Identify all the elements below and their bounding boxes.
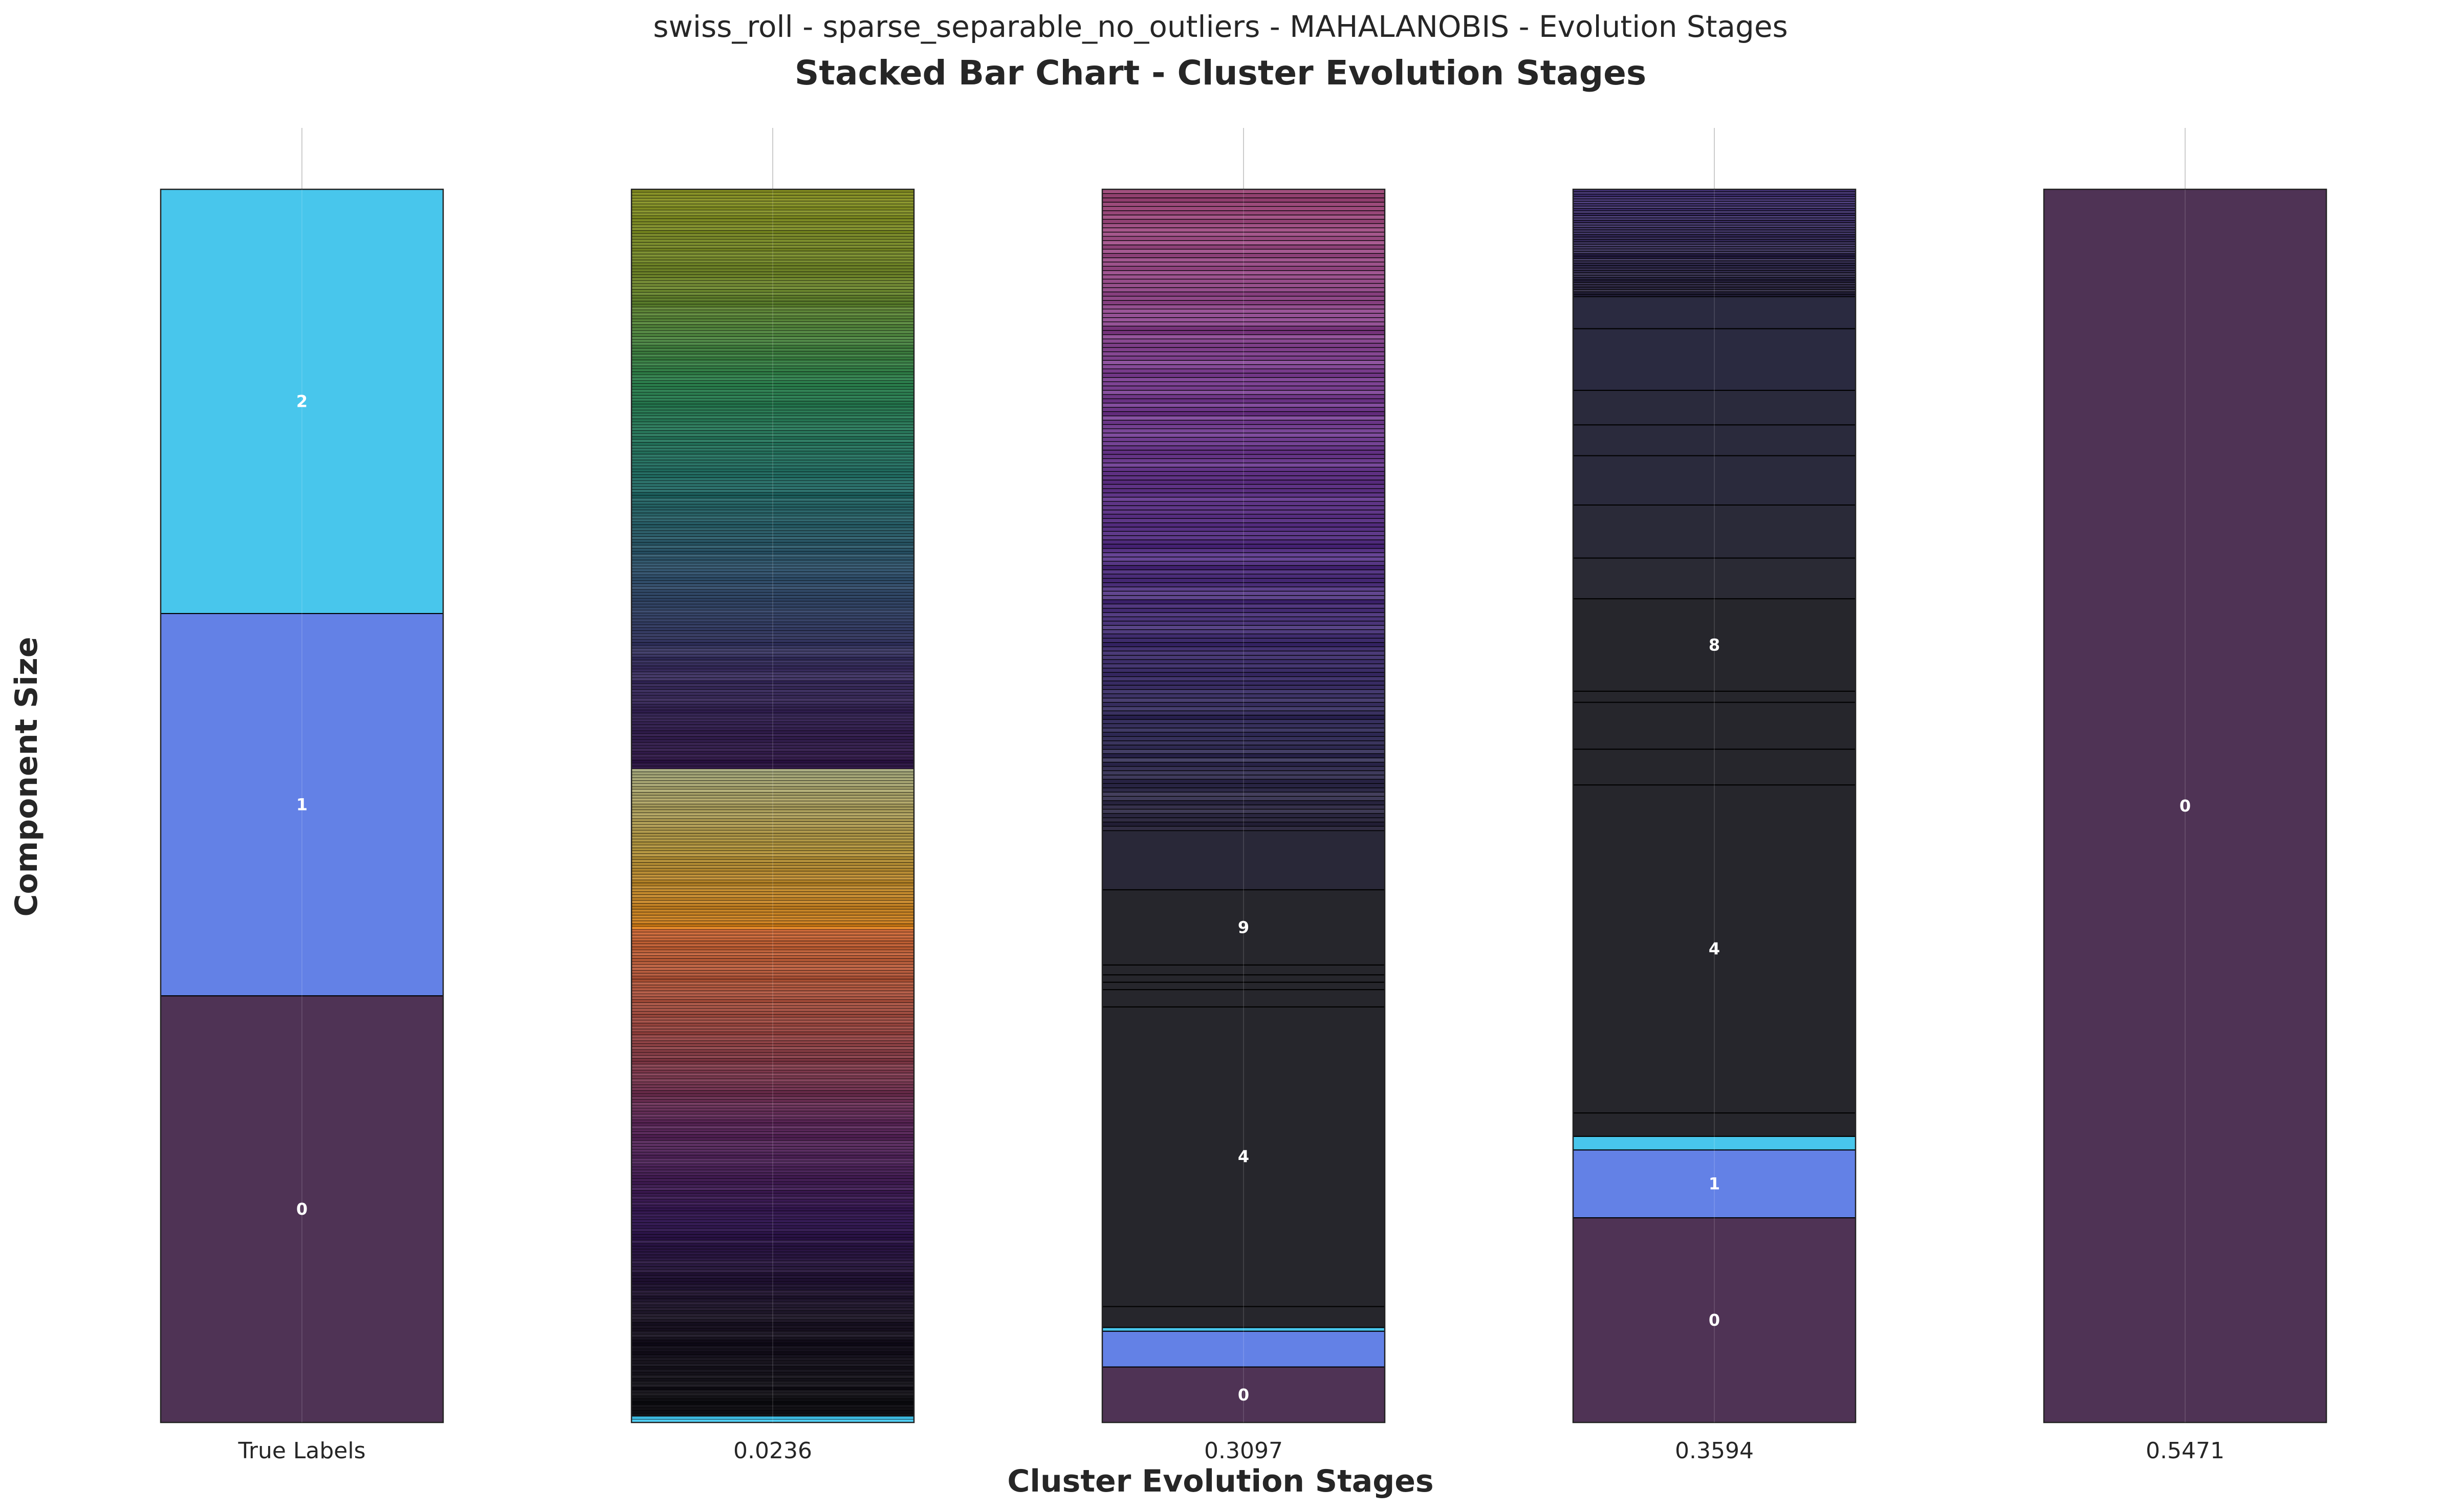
segment-label: 2 [296, 392, 308, 411]
bar-segment [1573, 296, 1856, 330]
bar-stage [1101, 188, 1386, 1423]
bar-outline [630, 188, 915, 1423]
bar-segment [1573, 389, 1856, 426]
segment-label: 0 [1709, 1310, 1720, 1330]
bar-segment [1573, 424, 1856, 456]
bar-segment [1573, 598, 1856, 692]
x-tick-labels: True Labels 0.0236 0.3097 0.3594 0.5471 [237, 1438, 2225, 1464]
bar-stage [1572, 188, 1857, 1423]
bar-segment [1102, 889, 1385, 966]
bar-stage [630, 188, 915, 1423]
chart-suptitle: swiss_roll - sparse_separable_no_outlier… [653, 9, 1788, 44]
bar-segment [1102, 989, 1385, 1007]
bar-segment [1573, 1135, 1856, 1151]
x-tick-label: 0.3097 [1204, 1438, 1283, 1464]
x-tick-label: 0.5471 [2146, 1438, 2225, 1464]
segment-label: 8 [1709, 635, 1720, 654]
segment-label: 4 [1238, 1147, 1249, 1167]
bar-stage [2043, 188, 2327, 1423]
x-tick-label: 0.0236 [733, 1438, 812, 1464]
bar-outline [2043, 188, 2327, 1423]
x-tick-label: True Labels [237, 1438, 365, 1464]
segment-label: 0 [1238, 1385, 1249, 1405]
bar-segment [1573, 328, 1856, 391]
bar-outline [1572, 188, 1857, 1423]
bar-segment [1573, 1149, 1856, 1218]
segment-labels: 0 1 2 0 4 9 0 1 4 8 0 [296, 392, 2191, 1405]
bar-outline [160, 188, 444, 1423]
segment-label: 1 [1709, 1174, 1720, 1194]
bar-segment [1573, 1112, 1856, 1137]
bar-segment [1573, 557, 1856, 600]
x-axis-label: Cluster Evolution Stages [1007, 1463, 1433, 1499]
x-tick-label: 0.3594 [1675, 1438, 1754, 1464]
y-axis-label: Component Size [9, 637, 45, 916]
segment-label: 4 [1709, 939, 1720, 959]
chart-title: Stacked Bar Chart - Cluster Evolution St… [795, 53, 1646, 93]
bar-segment [1573, 1217, 1856, 1423]
bar-outline [1101, 188, 1386, 1423]
bars [160, 188, 2327, 1423]
segment-label: 9 [1238, 917, 1249, 937]
segment-label: 1 [296, 795, 308, 815]
bar-segment [1573, 784, 1856, 1114]
bar-stage [160, 188, 444, 1423]
bar-segment [1102, 1306, 1385, 1328]
bar-segment [1102, 830, 1385, 890]
bar-segment [1573, 749, 1856, 786]
segment-label: 0 [2180, 796, 2191, 816]
bar-segment [2043, 189, 2327, 1423]
segment-label: 0 [296, 1199, 308, 1219]
bar-segment [160, 189, 444, 615]
bar-segment [160, 613, 444, 997]
